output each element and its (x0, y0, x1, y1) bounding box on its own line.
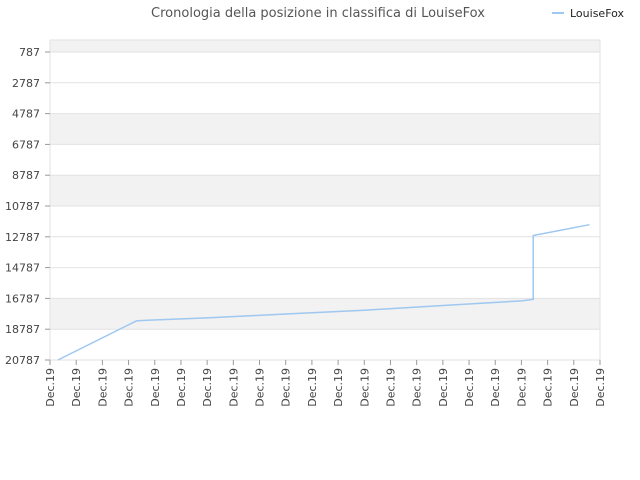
band-0 (50, 113, 600, 145)
x-tick-label: Dec.19 (542, 368, 555, 407)
y-tick-label: 18787 (5, 323, 40, 336)
y-tick-label: 787 (19, 46, 40, 59)
y-tick-label: 2787 (12, 77, 40, 90)
y-tick-label: 20787 (5, 354, 40, 367)
band-2 (50, 298, 600, 330)
x-tick-label: Dec.19 (149, 368, 162, 407)
x-tick-label: Dec.19 (384, 368, 397, 407)
x-tick-label: Dec.19 (175, 368, 188, 407)
x-tick-label: Dec.19 (123, 368, 136, 407)
plot-frame (49, 39, 601, 361)
band-top (50, 40, 600, 52)
x-tick-label: Dec.19 (201, 368, 214, 407)
x-tick-label: Dec.19 (411, 368, 424, 407)
x-tick-label: Dec.19 (70, 368, 83, 407)
x-tick-label: Dec.19 (358, 368, 371, 407)
x-tick-label: Dec.19 (96, 368, 109, 407)
y-tick-label: 8787 (12, 169, 40, 182)
x-tick-label: Dec.19 (44, 368, 57, 407)
plot-bands (50, 40, 600, 330)
band-1 (50, 175, 600, 206)
legend-label: LouiseFox (570, 7, 625, 20)
x-tick-label: Dec.19 (463, 368, 476, 407)
series-layer (57, 223, 590, 361)
x-axis: Dec.19 Dec.19 Dec.19 Dec.19 Dec.19 Dec.19 Dec.… (44, 360, 607, 407)
x-tick-label: Dec.19 (280, 368, 293, 407)
x-tick-label: Dec.19 (594, 368, 607, 407)
x-tick-label: Dec.19 (515, 368, 528, 407)
y-tick-label: 10787 (5, 200, 40, 213)
x-tick-label: Dec.19 (306, 368, 319, 407)
x-tick-label: Dec.19 (568, 368, 581, 407)
y-tick-label: 12787 (5, 231, 40, 244)
chart-title: Cronologia della posizione in classifica… (151, 6, 485, 21)
series-line-0 (57, 223, 590, 361)
x-tick-label: Dec.19 (254, 368, 267, 407)
y-axis: 787 2787 4787 6787 8787 10787 12787 14787 16787 1… (5, 46, 50, 367)
x-tick-label: Dec.19 (489, 368, 502, 407)
x-tick-label: Dec.19 (437, 368, 450, 407)
x-tick-label: Dec.19 (332, 368, 345, 407)
y-tick-label: 6787 (12, 138, 40, 151)
y-tick-label: 16787 (5, 292, 40, 305)
x-tick-label: Dec.19 (227, 368, 240, 407)
y-tick-label: 4787 (12, 108, 40, 121)
legend: LouiseFox (552, 7, 625, 20)
y-tick-label: 14787 (5, 262, 40, 275)
